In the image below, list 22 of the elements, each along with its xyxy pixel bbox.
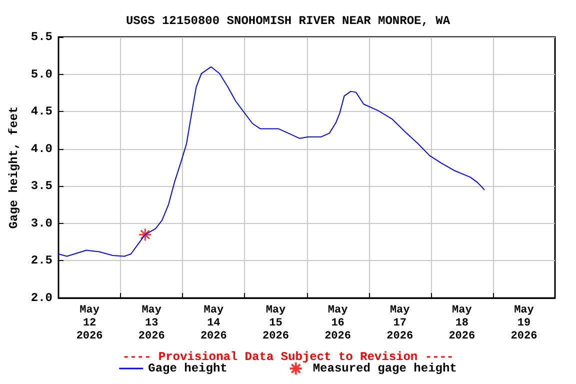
y-tick-label: 2.0 xyxy=(30,291,53,305)
y-tick-label: 3.0 xyxy=(30,216,53,230)
x-tick-label: May 18 2026 xyxy=(448,304,476,342)
y-tick-label: 5.5 xyxy=(30,30,53,44)
y-tick-label: 2.5 xyxy=(30,254,53,268)
chart-title: USGS 12150800 SNOHOMISH RIVER NEAR MONROE, WA xyxy=(126,14,451,28)
y-axis-title: Gage height, feet xyxy=(7,106,21,229)
text: ---- Provisional Data Subject to Revision ---- xyxy=(122,350,454,364)
x-tick-label: May 19 2026 xyxy=(510,304,538,342)
legend-label: Gage height xyxy=(148,362,228,376)
x-tick-label: May 15 2026 xyxy=(262,304,289,342)
x-tick-label: May 16 2026 xyxy=(324,304,351,342)
x-tick-label: May 13 2026 xyxy=(138,304,165,342)
line-series xyxy=(58,66,486,257)
x-tick-label: May 14 2026 xyxy=(200,304,227,342)
y-tick-label: 4.0 xyxy=(30,142,53,156)
y-tick-label: 4.5 xyxy=(30,104,53,119)
y-tick-label: 3.5 xyxy=(30,179,53,194)
x-tick-label: May 12 2026 xyxy=(76,304,103,342)
x-tick-label: May 17 2026 xyxy=(386,304,414,342)
legend-label: Measured gage height xyxy=(312,362,457,376)
y-tick-label: 5.0 xyxy=(30,67,53,82)
